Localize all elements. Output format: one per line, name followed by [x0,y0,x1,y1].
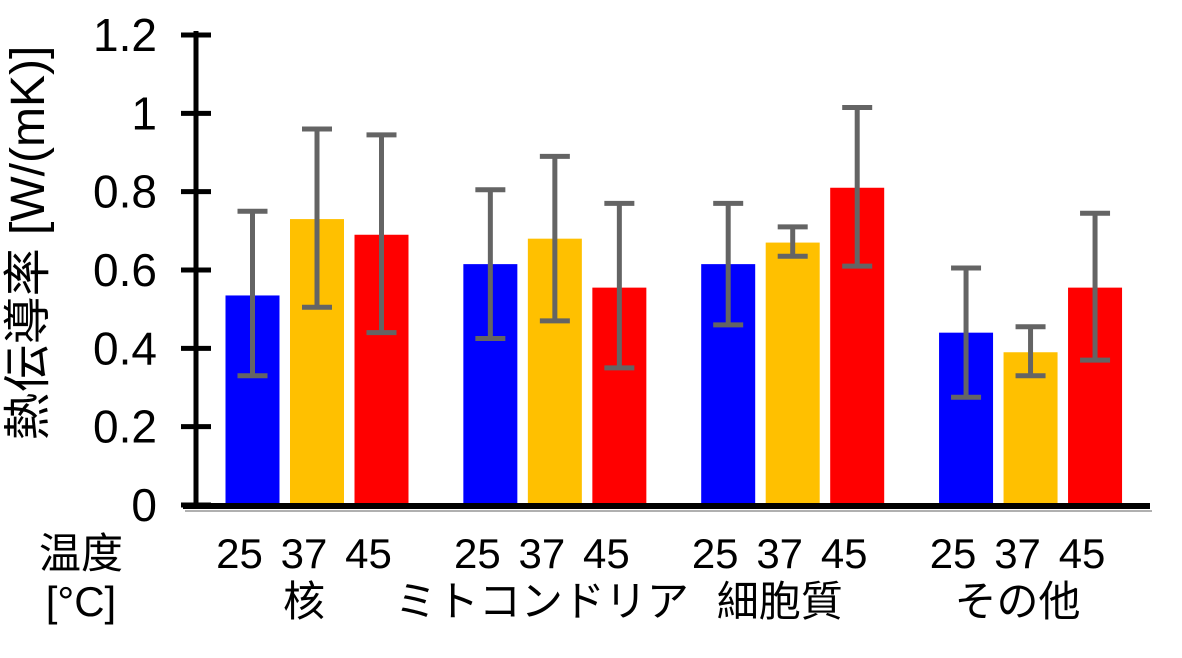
y-tick-labels-layer: 0 0.2 0.4 0.6 0.8 1 1.2 [93,9,157,531]
x-temp-label-その他-25: 25 [930,530,977,577]
error-bar-その他-25C [951,265,982,400]
x-temp-label-核-37: 37 [281,530,328,577]
error-bar-ミトコンドリア-25C [475,187,506,342]
x-temp-label-細胞質-25: 25 [692,530,739,577]
x-group-label-その他: その他 [955,578,1081,625]
x-temp-label-その他-37: 37 [994,530,1041,577]
y-tick-label-0.8: 0.8 [93,166,157,218]
error-bar-細胞質-45C [842,104,873,269]
y-tick-label-0.6: 0.6 [93,244,157,296]
x-temp-label-ミトコンドリア-45: 45 [583,530,630,577]
y-axis-title: 熱伝導率 [W/(mK)] [2,46,55,441]
error-bar-ミトコンドリア-37C [539,153,570,324]
error-bar-その他-45C [1080,210,1111,363]
x-temp-label-その他-45: 45 [1059,530,1106,577]
error-bar-細胞質-37C [777,224,808,259]
y-tick-label-1: 1 [131,87,157,139]
y-tick-label-1.2: 1.2 [93,9,157,61]
x-unit-label-line2: [°C] [46,578,116,625]
x-group-label-核: 核 [283,578,325,625]
error-bar-細胞質-25C [713,200,744,328]
error-bar-核-37C [302,126,332,310]
axes-layer [181,31,1152,512]
error-bar-核-45C [366,132,397,336]
y-tick-label-0: 0 [131,479,157,531]
x-temp-label-核-45: 45 [345,530,392,577]
x-temp-label-核-25: 25 [216,530,263,577]
error-bar-核-25C [237,208,268,379]
x-temp-label-ミトコンドリア-25: 25 [454,530,501,577]
x-group-label-細胞質: 細胞質 [717,578,843,625]
y-tick-label-0.4: 0.4 [93,322,157,374]
x-temp-label-ミトコンドリア-37: 37 [518,530,565,577]
y-tick-label-0.2: 0.2 [93,401,157,453]
bar-細胞質-37C [765,242,820,507]
error-bars-layer [237,104,1111,400]
x-temp-label-細胞質-45: 45 [821,530,868,577]
x-unit-label-line1: 温度 [39,530,123,577]
x-temp-label-細胞質-37: 37 [756,530,803,577]
error-bar-その他-37C [1015,324,1046,379]
bars-layer [225,187,1123,507]
x-group-label-ミトコンドリア: ミトコンドリア [395,578,689,625]
error-bar-ミトコンドリア-45C [604,200,635,371]
